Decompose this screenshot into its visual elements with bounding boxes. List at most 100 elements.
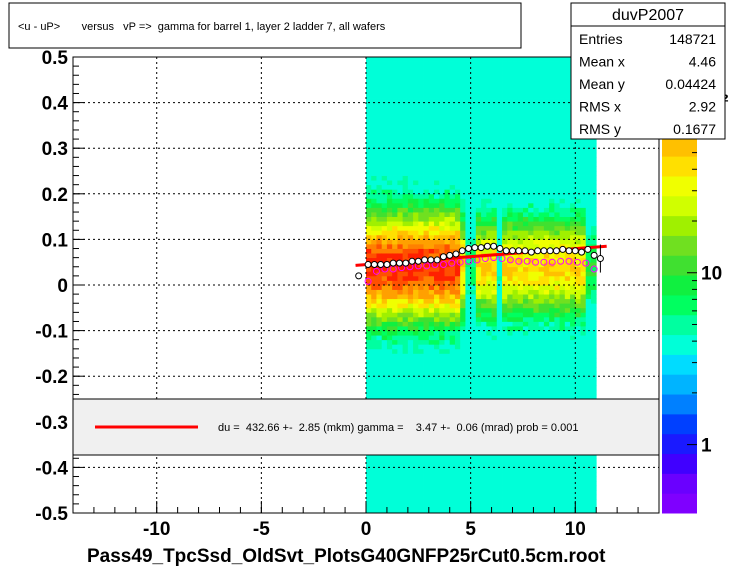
heatmap-cell	[423, 61, 430, 67]
heatmap-cell	[407, 134, 414, 140]
heatmap-cell	[454, 467, 461, 473]
heatmap-cell	[397, 88, 404, 94]
heatmap-cell	[549, 70, 555, 76]
heatmap-cell	[580, 143, 587, 149]
heatmap-cell	[428, 166, 435, 172]
heatmap-cell	[481, 298, 487, 304]
heatmap-cell	[381, 221, 388, 227]
heatmap-cell	[454, 289, 461, 295]
heatmap-cell	[543, 61, 550, 67]
heatmap-cell	[366, 499, 372, 505]
heatmap-cell	[549, 143, 555, 149]
heatmap-cell	[522, 102, 529, 108]
heatmap-cell	[413, 198, 419, 204]
heatmap-cell	[475, 485, 482, 491]
heatmap-cell	[533, 125, 540, 131]
heatmap-cell	[423, 490, 430, 496]
heatmap-cell	[570, 467, 576, 473]
heatmap-cell	[590, 385, 597, 391]
heatmap-cell	[538, 184, 545, 190]
heatmap-cell	[517, 125, 524, 131]
heatmap-cell	[481, 212, 487, 217]
heatmap-cell	[585, 312, 592, 318]
heatmap-cell	[397, 84, 404, 90]
heatmap-cell	[407, 143, 414, 149]
heatmap-cell	[481, 171, 487, 176]
heatmap-cell	[517, 166, 524, 172]
heatmap-cell	[454, 476, 461, 482]
heatmap-cell	[428, 485, 435, 491]
heatmap-cell	[371, 453, 377, 459]
heatmap-cell	[564, 230, 571, 236]
heatmap-cell	[460, 139, 466, 145]
heatmap-cell	[454, 499, 461, 505]
heatmap-cell	[381, 243, 388, 249]
heatmap-cell	[570, 326, 576, 331]
heatmap-cell	[392, 490, 398, 496]
heatmap-cell	[376, 129, 383, 135]
stats-row-value: 0.04424	[665, 76, 716, 92]
heatmap-cell	[543, 193, 550, 199]
heatmap-cell	[407, 262, 414, 268]
heatmap-cell	[507, 116, 513, 122]
heatmap-cell	[570, 202, 576, 208]
heatmap-cell	[549, 116, 555, 122]
heatmap-cell	[470, 221, 477, 227]
heatmap-cell	[460, 152, 466, 158]
heatmap-cell	[366, 389, 372, 395]
heatmap-cell	[376, 503, 383, 509]
heatmap-cell	[454, 503, 461, 509]
heatmap-cell	[554, 107, 560, 113]
heatmap-cell	[533, 161, 540, 167]
heatmap-cell	[502, 312, 508, 318]
heatmap-cell	[533, 129, 540, 135]
heatmap-cell	[496, 239, 503, 245]
heatmap-cell	[439, 88, 445, 94]
heatmap-cell	[590, 353, 597, 359]
heatmap-cell	[423, 385, 430, 391]
heatmap-cell	[517, 348, 524, 354]
heatmap-cell	[507, 490, 513, 496]
heatmap-cell	[434, 107, 440, 113]
heatmap-cell	[397, 353, 404, 359]
heatmap-cell	[570, 380, 576, 386]
heatmap-cell	[512, 57, 519, 62]
heatmap-cell	[502, 508, 508, 514]
heatmap-cell	[392, 161, 398, 167]
heatmap-cell	[434, 157, 440, 163]
heatmap-cell	[564, 139, 571, 145]
heatmap-cell	[486, 202, 492, 208]
heatmap-cell	[549, 376, 555, 382]
heatmap-cell	[465, 453, 472, 459]
heatmap-cell	[486, 66, 492, 72]
heatmap-cell	[507, 385, 513, 391]
heatmap-cell	[559, 193, 566, 199]
heatmap-cell	[585, 353, 592, 359]
heatmap-cell	[570, 344, 576, 350]
heatmap-cell	[397, 212, 404, 217]
heatmap-cell	[559, 175, 566, 181]
heatmap-cell	[481, 234, 487, 240]
heatmap-cell	[590, 362, 597, 368]
heatmap-cell	[481, 389, 487, 395]
heatmap-cell	[580, 385, 587, 391]
heatmap-cell	[585, 385, 592, 391]
heatmap-cell	[407, 102, 414, 108]
heatmap-cell	[392, 198, 398, 204]
heatmap-cell	[366, 152, 372, 158]
heatmap-cell	[376, 344, 383, 350]
heatmap-cell	[454, 485, 461, 491]
heatmap-cell	[502, 161, 508, 167]
heatmap-cell	[371, 75, 377, 81]
profile-point	[433, 256, 441, 264]
heatmap-cell	[434, 458, 440, 464]
heatmap-cell	[428, 120, 435, 126]
heatmap-cell	[381, 335, 388, 341]
heatmap-cell	[522, 129, 529, 135]
heatmap-cell	[538, 93, 545, 99]
heatmap-cell	[434, 339, 440, 345]
heatmap-cell	[481, 289, 487, 295]
heatmap-cell	[575, 385, 581, 391]
heatmap-cell	[392, 330, 398, 336]
heatmap-cell	[590, 280, 597, 286]
